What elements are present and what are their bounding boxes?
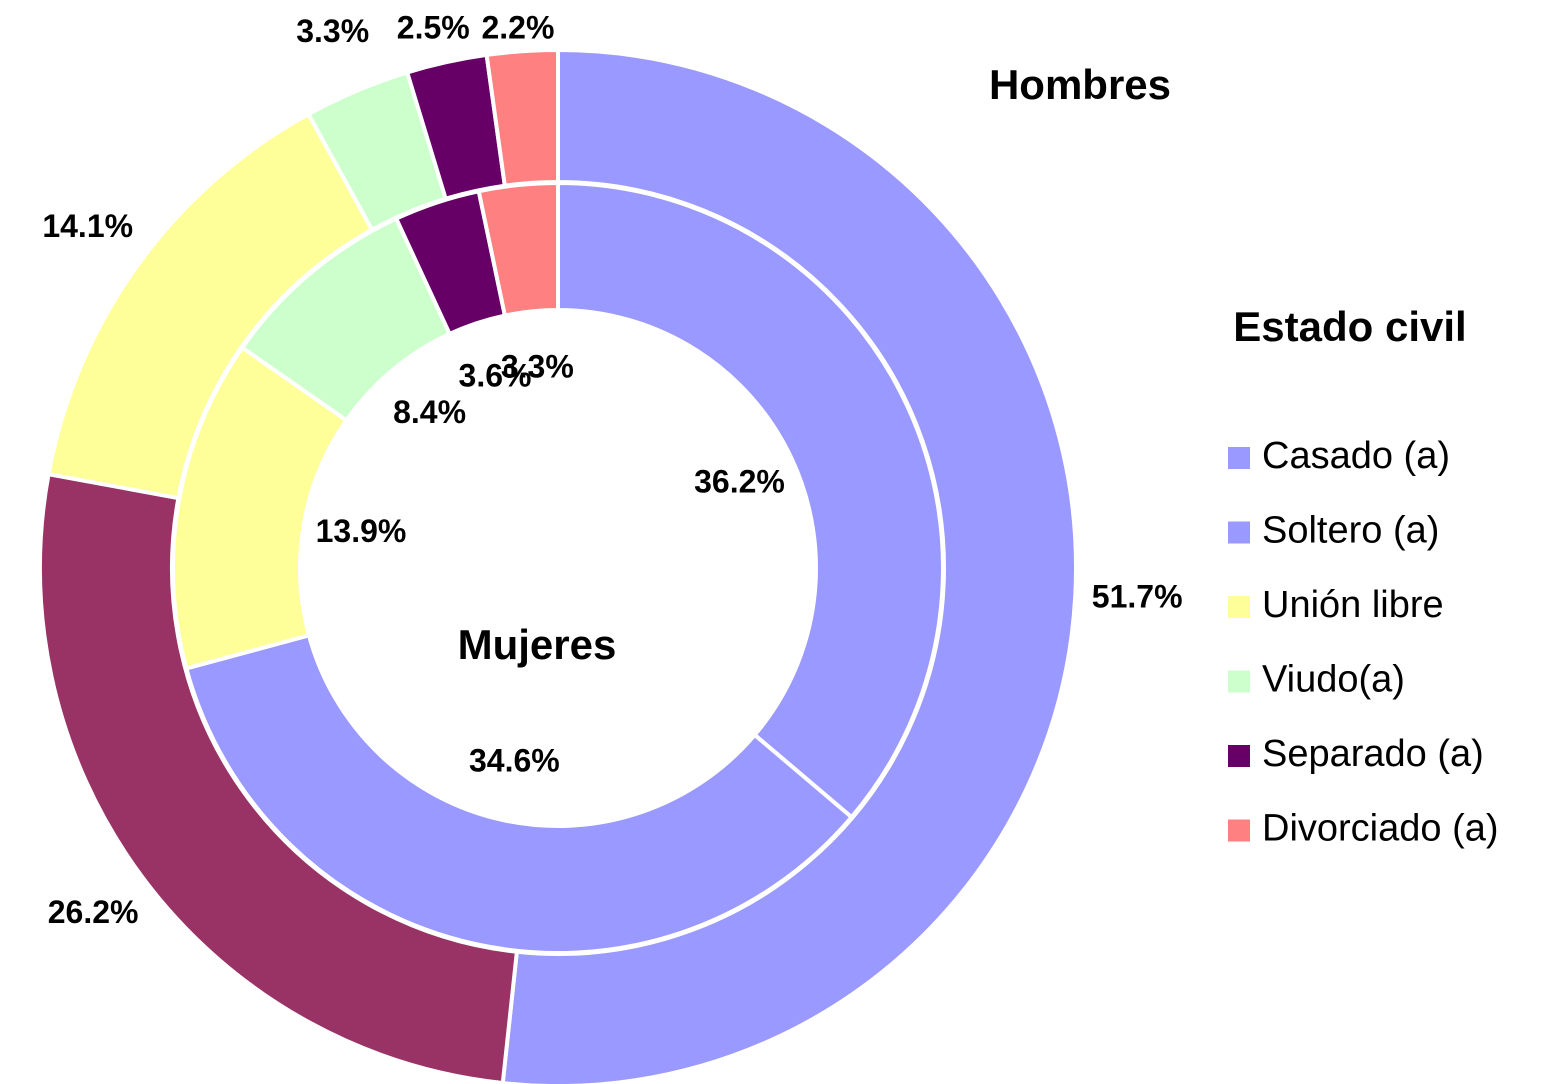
inner-ring-name: Mujeres	[458, 621, 617, 668]
data-label: 2.5%	[397, 9, 470, 45]
legend-label: Unión libre	[1262, 584, 1444, 626]
data-label: 3.6%	[459, 358, 532, 394]
data-label: 26.2%	[48, 894, 139, 930]
legend-title: Estado civil	[1233, 303, 1466, 350]
legend-swatch	[1228, 521, 1250, 544]
data-label: 3.3%	[296, 13, 369, 49]
legend-label: Viudo(a)	[1262, 659, 1405, 701]
legend-swatch	[1228, 447, 1250, 469]
data-label: 51.7%	[1092, 578, 1183, 614]
data-label: 34.6%	[469, 743, 560, 779]
legend-swatch	[1228, 745, 1250, 767]
data-label: 13.9%	[316, 513, 407, 549]
data-label: 8.4%	[393, 394, 466, 430]
data-label: 2.2%	[481, 9, 554, 45]
legend-swatch	[1228, 670, 1250, 693]
data-label: 14.1%	[42, 208, 133, 244]
legend-label: Soltero (a)	[1262, 510, 1439, 552]
slice	[556, 180, 945, 820]
legend-label: Casado (a)	[1262, 435, 1450, 477]
legend-label: Separado (a)	[1262, 733, 1484, 775]
slice	[476, 180, 560, 318]
outer-ring-name: Hombres	[989, 61, 1171, 108]
legend-swatch	[1228, 596, 1250, 618]
legend-swatch	[1228, 819, 1250, 842]
slice	[183, 632, 855, 955]
legend-label: Divorciado (a)	[1262, 808, 1499, 850]
data-label: 3.3%	[501, 349, 574, 385]
data-label: 36.2%	[694, 463, 785, 499]
